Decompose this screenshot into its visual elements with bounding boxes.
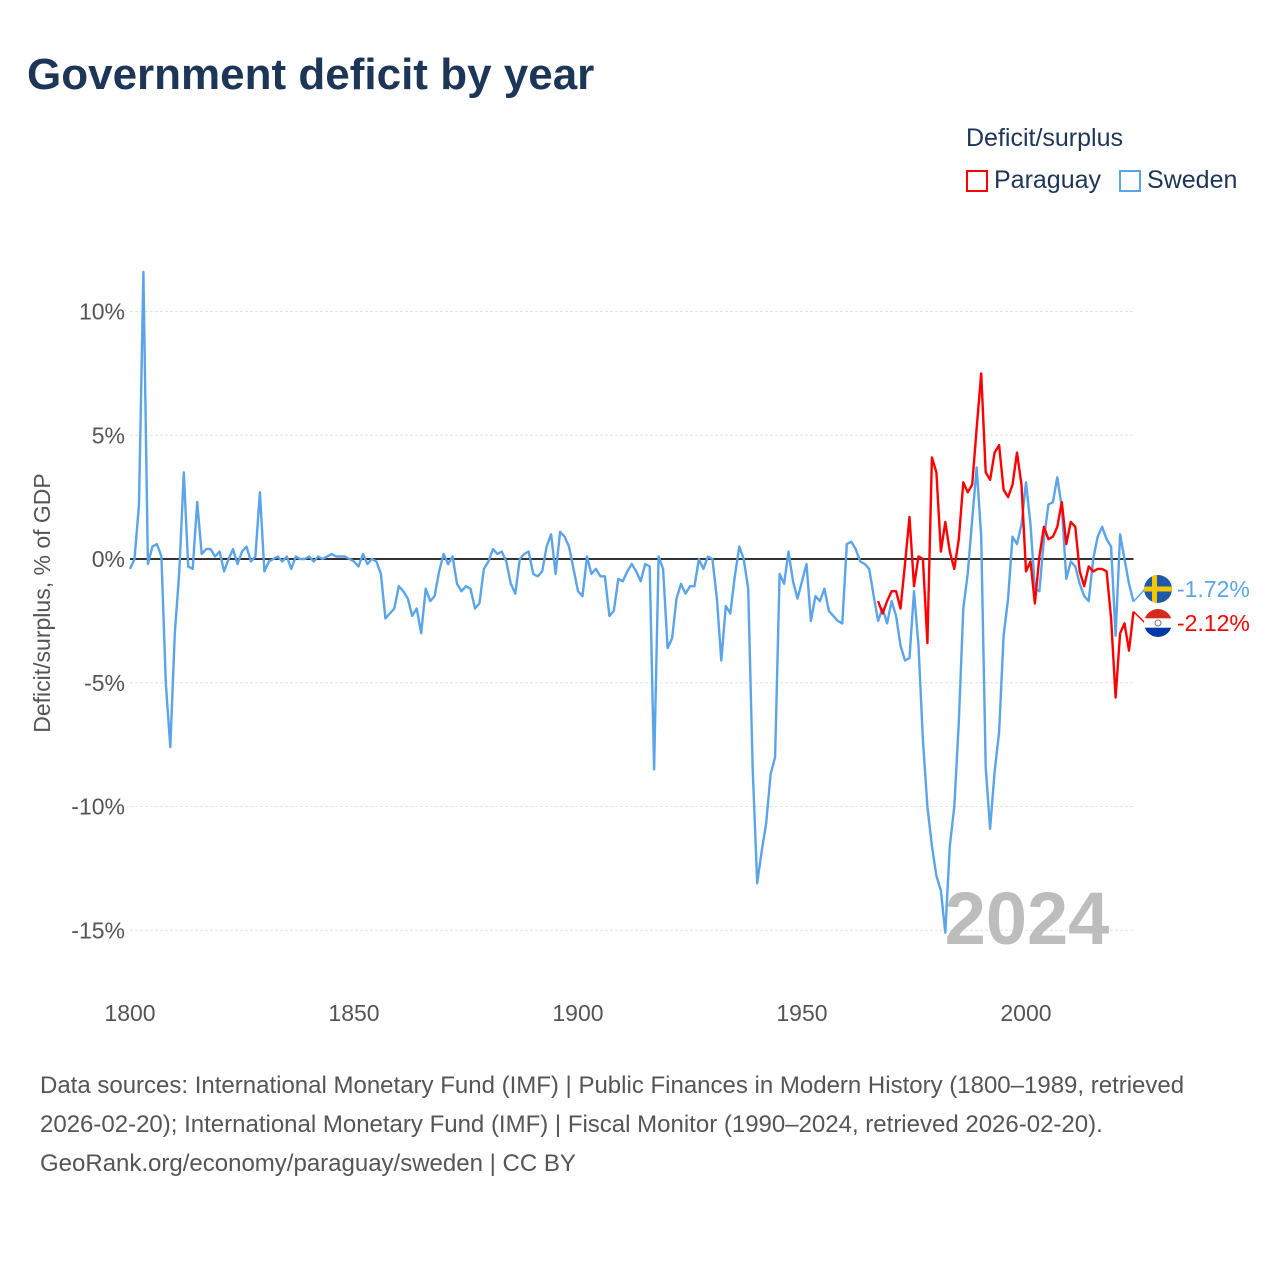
data-sources: Data sources: International Monetary Fun… [40, 1072, 1185, 1138]
x-tick-label: 1800 [104, 1000, 155, 1026]
paraguay-flag-icon [1144, 609, 1172, 637]
chart-title: Government deficit by year [27, 50, 595, 99]
sweden-flag-icon [1144, 575, 1172, 603]
series-line-sweden[interactable] [128, 270, 1135, 934]
footer: Data sources: International Monetary Fun… [40, 1066, 1240, 1183]
y-tick-label: -10% [71, 794, 125, 820]
legend-swatch-sweden [1119, 169, 1142, 192]
legend: Paraguay Sweden [966, 166, 1237, 195]
y-tick-label: -15% [71, 917, 125, 943]
credit-link[interactable]: GeoRank.org/economy/paraguay/sweden | CC… [40, 1150, 576, 1177]
x-tick-label: 2000 [1000, 1000, 1051, 1026]
end-label-connector [1132, 610, 1146, 624]
legend-item-paraguay[interactable]: Paraguay [966, 166, 1101, 195]
legend-label-paraguay: Paraguay [994, 166, 1102, 194]
y-tick-label: 0% [92, 546, 125, 572]
legend-swatch-paraguay [966, 169, 988, 192]
y-tick-label: 5% [92, 422, 125, 448]
series-line-paraguay[interactable] [876, 372, 1135, 699]
year-watermark: 2024 [945, 877, 1110, 960]
legend-label-sweden: Sweden [1147, 166, 1238, 194]
end-value-label-paraguay: -2.12% [1177, 610, 1250, 636]
legend-item-sweden[interactable]: Sweden [1119, 166, 1237, 195]
y-axis-label: Deficit/surplus, % of GDP [29, 473, 55, 732]
x-tick-label: 1850 [328, 1000, 379, 1026]
end-label-connector [1132, 588, 1146, 603]
y-tick-label: 10% [79, 299, 125, 325]
end-value-label-sweden: -1.72% [1177, 576, 1250, 602]
x-tick-label: 1950 [776, 1000, 827, 1026]
legend-title: Deficit/surplus [966, 124, 1123, 152]
y-tick-label: -5% [84, 670, 125, 696]
x-tick-label: 1900 [552, 1000, 603, 1026]
